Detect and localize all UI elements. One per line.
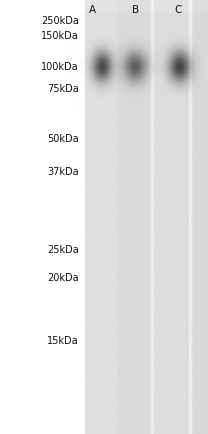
Text: 20kDa: 20kDa [47,273,79,283]
Text: 100kDa: 100kDa [41,62,79,72]
Text: 15kDa: 15kDa [47,336,79,345]
Text: 25kDa: 25kDa [47,245,79,254]
Text: B: B [132,5,139,14]
Text: 150kDa: 150kDa [41,31,79,40]
Text: 250kDa: 250kDa [41,16,79,26]
Text: C: C [174,5,182,14]
Text: 50kDa: 50kDa [47,134,79,144]
Text: 37kDa: 37kDa [47,167,79,176]
Text: A: A [89,5,96,14]
Text: 75kDa: 75kDa [47,84,79,94]
